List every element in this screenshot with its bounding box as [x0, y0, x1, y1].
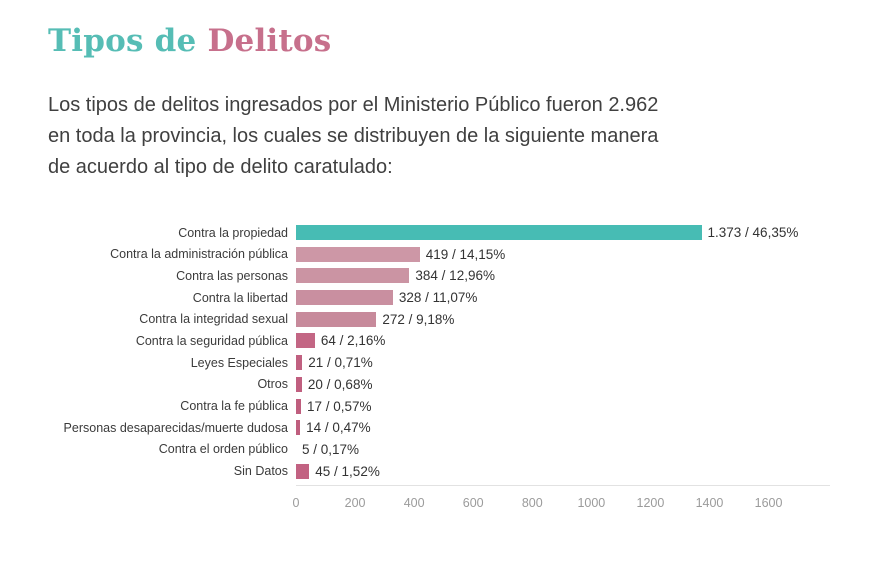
category-label: Sin Datos: [233, 464, 288, 479]
chart-row: Leyes Especiales 21 / 0,71%: [38, 355, 873, 371]
category-label: Contra la seguridad pública: [135, 333, 288, 348]
bar: [296, 376, 302, 392]
value-label: 328 / 11,07%: [398, 290, 478, 306]
bar: [296, 311, 377, 327]
chart-row: Contra las personas 384 / 12,96%: [38, 268, 873, 284]
intro-line-2: en toda la provincia, los cuales se dist…: [48, 125, 659, 147]
chart-row: Contra la seguridad pública 64 / 2,16%: [38, 333, 873, 349]
chart-row: Contra la libertad 328 / 11,07%: [38, 290, 873, 306]
chart-row: Contra la propiedad 1.373 / 46,35%: [38, 225, 873, 240]
value-label: 384 / 12,96%: [415, 268, 495, 284]
bar: [296, 268, 410, 284]
category-label: Personas desaparecidas/muerte dudosa: [63, 420, 288, 435]
chart-row: Contra la administración pública 419 / 1…: [38, 246, 873, 262]
bar: [296, 420, 301, 436]
value-label: 1.373 / 46,35%: [707, 225, 799, 240]
page-title-pink-part: Delitos: [207, 23, 332, 59]
chart-row: Contra la fe pública 17 / 0,57%: [38, 398, 873, 414]
category-label: Contra la administración pública: [110, 247, 288, 262]
x-tick-label: 1000: [577, 496, 606, 511]
category-label: Contra la propiedad: [178, 225, 288, 240]
category-label: Contra el orden público: [158, 442, 288, 457]
x-tick-label: 1200: [636, 496, 665, 511]
value-label: 21 / 0,71%: [308, 355, 373, 371]
bar: [296, 398, 302, 414]
intro-paragraph: Los tipos de delitos ingresados por el M…: [48, 90, 825, 183]
bar: [296, 463, 310, 479]
bar: [296, 333, 315, 349]
x-tick-label: 1600: [754, 496, 783, 511]
chart-row: Otros 20 / 0,68%: [38, 376, 873, 392]
category-label: Contra la fe pública: [180, 399, 288, 413]
category-label: Contra las personas: [176, 268, 288, 283]
value-label: 419 / 14,15%: [425, 246, 506, 262]
value-label: 64 / 2,16%: [320, 333, 386, 349]
page-title: Tipos de Delitos: [48, 22, 873, 60]
x-tick-label: 1400: [695, 496, 724, 511]
x-tick-label: 200: [344, 496, 366, 511]
value-label: 17 / 0,57%: [307, 398, 372, 414]
category-label: Contra la libertad: [192, 290, 288, 305]
value-label: 20 / 0,68%: [307, 376, 373, 392]
category-label: Otros: [257, 377, 288, 392]
value-label: 45 / 1,52%: [315, 463, 380, 479]
x-tick-label: 600: [462, 496, 484, 511]
intro-line-3: de acuerdo al tipo de delito caratulado:: [48, 156, 393, 178]
x-axis: 0 200 400 600 800 1000 1200 1400 1600: [292, 485, 830, 514]
value-label: 5 / 0,17%: [302, 441, 360, 457]
category-label: Leyes Especiales: [190, 355, 288, 370]
chart-row: Contra la integridad sexual 272 / 9,18%: [38, 311, 873, 327]
bar: [296, 290, 393, 306]
bar-chart: Contra la propiedad 1.373 / 46,35% Contr…: [38, 225, 873, 514]
chart-rows: Contra la propiedad 1.373 / 46,35% Contr…: [38, 225, 873, 479]
intro-line-1: Los tipos de delitos ingresados por el M…: [48, 94, 659, 116]
x-tick-label: 400: [403, 496, 425, 511]
page-title-teal-part: Tipos de: [48, 23, 208, 59]
value-label: 272 / 9,18%: [382, 311, 455, 327]
chart-row: Personas desaparecidas/muerte dudosa 14 …: [38, 420, 873, 436]
x-tick-label: 0: [292, 496, 300, 511]
chart-row: Sin Datos 45 / 1,52%: [38, 463, 873, 479]
bar: [296, 246, 420, 262]
chart-row: Contra el orden público 5 / 0,17%: [38, 442, 873, 457]
bar: [296, 355, 303, 371]
value-label: 14 / 0,47%: [306, 420, 371, 436]
x-tick-label: 800: [521, 496, 543, 511]
category-label: Contra la integridad sexual: [139, 312, 288, 327]
bar: [296, 225, 702, 240]
